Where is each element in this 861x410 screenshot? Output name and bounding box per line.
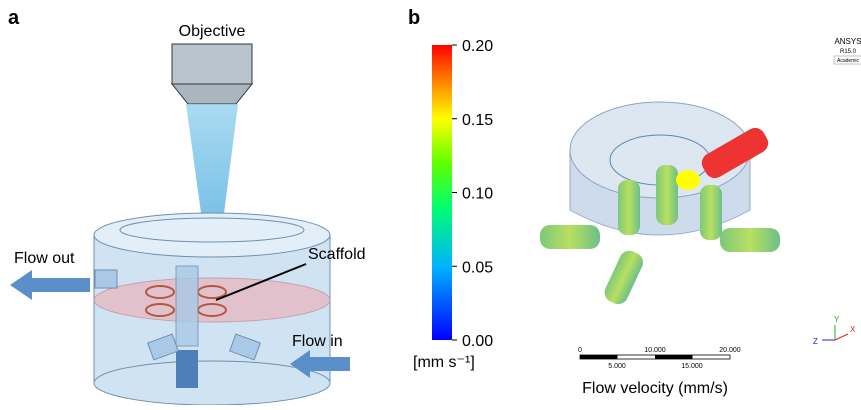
panel-label: a [8, 7, 20, 29]
port [147, 333, 179, 361]
software-license: Academic [837, 58, 859, 64]
pillar [175, 265, 199, 347]
flow-out-arrow [10, 270, 90, 300]
objective-label: Objective [179, 23, 246, 40]
colorbar-unit: [mm s⁻¹] [413, 354, 475, 371]
scaffold-pointer [215, 263, 307, 301]
port [94, 269, 118, 289]
objective-body [171, 43, 253, 85]
flow-out-label: Flow out [14, 250, 75, 267]
colorbar-tick-label: 0.05 [462, 259, 493, 276]
scale-label: 5.000 [608, 363, 626, 370]
colorbar-tick-label: 0.00 [462, 333, 493, 350]
flow-in-label: Flow in [292, 333, 343, 350]
axis-label: X [850, 325, 856, 334]
scale-label: 15.000 [681, 363, 703, 370]
flow-model [540, 101, 780, 305]
lid-ring [119, 217, 305, 243]
colorbar-tick-label: 0.20 [462, 38, 493, 55]
panel-a: a Objective Flow out Flow in Scaffold [8, 7, 366, 406]
panel-b: b [mm s⁻¹] ANSYS R15.0 Academic 0 10.000… [408, 7, 861, 397]
panel-label: b [408, 7, 420, 29]
outlet [176, 350, 198, 388]
axis-label: Z [813, 337, 818, 346]
chamber-bottom [93, 360, 331, 406]
scale-bar: 0 10.000 20.000 5.000 15.000 [578, 347, 741, 370]
software-name: ANSYS [834, 37, 861, 46]
colorbar [432, 45, 452, 340]
objective-tip [170, 83, 254, 105]
scale-label: 0 [578, 347, 582, 354]
scale-label: 20.000 [719, 347, 741, 354]
flow-in-arrow [290, 350, 350, 378]
port [229, 333, 261, 361]
light-cone [186, 104, 238, 300]
axis-triad: Y X Z [813, 315, 856, 346]
scaffold-label: Scaffold [308, 246, 366, 263]
scaffold-disk [93, 277, 331, 323]
chamber-top [93, 212, 331, 258]
colorbar-tick-label: 0.10 [462, 186, 493, 203]
software-version: R15.0 [840, 49, 857, 55]
software-badge [833, 55, 861, 65]
scale-label: 10.000 [644, 347, 666, 354]
wells [145, 285, 227, 317]
axis-label: Y [834, 315, 840, 324]
colorbar-tick-label: 0.15 [462, 112, 493, 129]
caption: Flow velocity (mm/s) [582, 380, 728, 397]
